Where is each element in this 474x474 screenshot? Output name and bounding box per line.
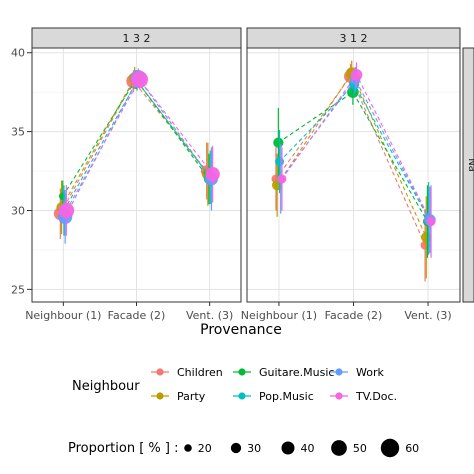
y-tick-label: 25 bbox=[11, 283, 25, 296]
legend-size-point bbox=[184, 444, 192, 452]
series-line-guitare-music bbox=[278, 91, 428, 222]
data-point bbox=[350, 68, 363, 81]
legend-key-point bbox=[156, 368, 164, 376]
y-tick-label: 40 bbox=[11, 47, 25, 60]
legend-label: TV.Doc. bbox=[355, 390, 397, 403]
series-line-guitare-music bbox=[62, 78, 210, 197]
legend-label: Party bbox=[177, 390, 206, 403]
legend-size-label: 30 bbox=[247, 442, 261, 455]
x-tick-label: Neighbour (1) bbox=[241, 309, 317, 322]
data-point bbox=[273, 137, 284, 148]
data-point bbox=[426, 217, 436, 227]
legend-key-point bbox=[156, 392, 164, 400]
x-axis-title: Provenance bbox=[200, 322, 282, 338]
x-tick-label: Facade (2) bbox=[325, 309, 383, 322]
legend-label: Guitare.Music bbox=[259, 366, 334, 379]
legend-size-label: 20 bbox=[198, 442, 212, 455]
legend-label: Work bbox=[356, 366, 384, 379]
facet-strip-label: 1 3 2 bbox=[123, 32, 151, 45]
right-strip-label: Na bbox=[466, 158, 474, 172]
x-tick-label: Vent. (3) bbox=[186, 309, 233, 322]
legend-key-point bbox=[335, 368, 343, 376]
legend-label: Pop.Music bbox=[259, 390, 314, 403]
legend-size-label: 50 bbox=[353, 442, 367, 455]
legend-key-point bbox=[238, 368, 246, 376]
legend-size-point bbox=[230, 442, 242, 454]
legend-size-label: 60 bbox=[405, 442, 419, 455]
data-point bbox=[205, 167, 220, 182]
data-point bbox=[275, 157, 285, 167]
legend-size-label: 40 bbox=[301, 442, 315, 455]
legend-size-point bbox=[380, 438, 400, 458]
legend-label: Children bbox=[177, 366, 223, 379]
x-tick-label: Vent. (3) bbox=[404, 309, 451, 322]
series-line-children bbox=[59, 80, 208, 214]
legend-size-point bbox=[281, 441, 295, 455]
data-point bbox=[58, 202, 75, 219]
data-point bbox=[130, 71, 149, 89]
legend-key-point bbox=[238, 392, 246, 400]
right-strip bbox=[462, 47, 474, 303]
legend-size-title: Proportion [ % ] : bbox=[68, 441, 178, 456]
legend-color-title: Neighbour bbox=[72, 379, 140, 394]
data-point bbox=[277, 174, 287, 184]
legend-key-point bbox=[335, 392, 343, 400]
x-tick-label: Neighbour (1) bbox=[25, 309, 101, 322]
legend-size-point bbox=[331, 440, 347, 456]
facet-strip-label: 3 1 2 bbox=[340, 32, 368, 45]
x-tick-label: Facade (2) bbox=[108, 309, 166, 322]
y-tick-label: 30 bbox=[11, 204, 25, 217]
y-tick-label: 35 bbox=[11, 126, 25, 139]
